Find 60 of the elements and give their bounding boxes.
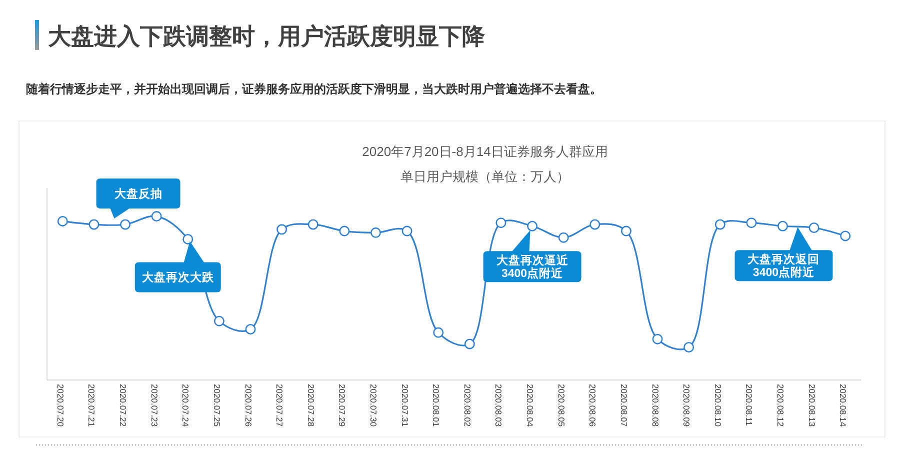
point <box>840 230 851 242</box>
x-tick-label: 2020.08.10 <box>712 384 723 427</box>
point <box>808 222 820 234</box>
x-tick-label: 2020.08.11 <box>744 384 754 426</box>
x-tick-label: 2020.08.09 <box>682 384 692 427</box>
point <box>402 226 412 236</box>
x-tick-label: 2020.07.31 <box>400 384 410 427</box>
x-tick-label: 2020.07.24 <box>180 384 191 427</box>
point <box>496 218 506 228</box>
point <box>88 219 100 230</box>
point <box>652 334 663 344</box>
x-tick-label: 2020.07.29 <box>337 384 348 427</box>
x-tick-label: 2020.08.05 <box>556 384 566 427</box>
point <box>276 224 288 235</box>
point <box>746 218 757 228</box>
x-tick-label: 2020.07.23 <box>149 384 160 427</box>
chart-title: 大盘进入下跌调整时，用户活跃度明显下降 <box>48 23 486 49</box>
text: 2020年7月20日-8月14日证券服务人群应用 <box>362 144 608 159</box>
annotation: 大盘反抽 <box>114 186 162 200</box>
point <box>620 226 632 236</box>
point <box>339 226 350 236</box>
point <box>151 211 162 222</box>
x-tick-label: 2020.07.20 <box>55 384 66 427</box>
y-axis-title: 单日用户规模（单位：万人） <box>400 169 570 184</box>
point <box>684 342 694 353</box>
point <box>527 220 538 232</box>
point <box>714 219 726 230</box>
point <box>558 232 569 243</box>
x-tick-label: 2020.08.03 <box>494 384 504 427</box>
point <box>120 219 131 230</box>
chart-subtitle: 随着行情逐步走平，并开始出现回调后，证券服务应用的活跃度下滑明显，当大跌时用户普遍选择不去看盘。 <box>26 82 602 96</box>
x-tick-label: 2020.08.01 <box>431 384 442 427</box>
point <box>245 324 256 335</box>
annotation: 大盘再次大跌 <box>142 270 215 284</box>
point <box>214 316 224 326</box>
x-tick-label: 2020.07.30 <box>368 384 378 427</box>
point <box>308 219 318 230</box>
x-tick-label: 2020.07.26 <box>243 384 254 427</box>
point <box>370 227 381 238</box>
x-tick-label: 2020.08.04 <box>525 384 536 427</box>
x-tick-label: 2020.08.12 <box>775 384 786 427</box>
point <box>464 338 475 350</box>
x-tick-label: 2020.07.27 <box>274 384 285 427</box>
x-tick-label: 2020.07.22 <box>118 384 128 427</box>
x-tick-label: 2020.08.08 <box>650 384 660 427</box>
point <box>57 216 68 226</box>
annotation: 大盘再次逼近 3400点附近 <box>496 253 570 280</box>
x-tick-label: 2020.07.28 <box>306 384 316 427</box>
annotation: 大盘再次返回 3400点附近 <box>748 252 820 280</box>
point <box>777 220 788 232</box>
point <box>433 327 444 338</box>
x-tick-label: 2020.08.02 <box>462 384 472 427</box>
point <box>590 219 600 230</box>
x-tick-label: 2020.07.21 <box>86 384 97 427</box>
point <box>182 234 194 244</box>
x-tick-label: 2020.07.25 <box>212 384 222 427</box>
x-tick-label: 2020.08.07 <box>618 384 629 427</box>
x-tick-label: 2020.08.06 <box>588 384 598 427</box>
x-tick-label: 2020.08.14 <box>838 384 848 427</box>
x-tick-label: 2020.08.13 <box>806 384 817 427</box>
